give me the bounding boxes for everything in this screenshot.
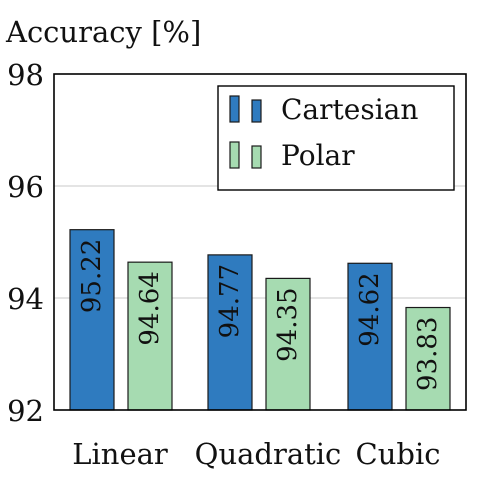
bar-polar-linear — [127, 261, 173, 411]
legend: Cartesian Polar — [217, 85, 455, 191]
y-tick-label: 94 — [7, 282, 44, 316]
legend-label: Polar — [281, 139, 355, 172]
y-tick-label: 92 — [7, 394, 44, 428]
data-label: 95.22 — [77, 239, 107, 313]
legend-swatch — [229, 141, 240, 169]
data-labels: 95.22 94.64 94.77 94.35 94.62 93.83 — [77, 239, 443, 391]
grid-lines — [54, 185, 466, 299]
data-label: 93.83 — [413, 317, 443, 391]
bar-cartesian-linear — [69, 229, 115, 411]
bar-polar-quadratic — [265, 277, 311, 411]
bar-polar-cubic — [405, 306, 451, 411]
y-tick-labels: 92 94 96 98 — [7, 58, 44, 428]
bar-cartesian-cubic — [347, 262, 393, 411]
y-axis-label: Accuracy [%] — [5, 15, 201, 49]
data-label: 94.64 — [135, 271, 165, 345]
legend-swatch — [229, 95, 240, 123]
data-label: 94.35 — [273, 287, 303, 361]
x-tick-labels: Linear Quadratic Cubic — [72, 437, 440, 471]
bars — [69, 229, 451, 411]
data-label: 94.62 — [355, 272, 385, 346]
data-label: 94.77 — [215, 264, 245, 338]
x-tick-label: Quadratic — [195, 437, 342, 471]
legend-label: Cartesian — [281, 93, 418, 126]
y-tick-label: 96 — [7, 170, 44, 204]
y-tick-label: 98 — [7, 58, 44, 92]
bar-cartesian-quadratic — [207, 254, 253, 411]
x-tick-label: Cubic — [356, 437, 441, 471]
legend-swatch — [251, 145, 262, 169]
x-tick-label: Linear — [72, 437, 168, 471]
legend-swatch — [251, 99, 262, 123]
plot-frame — [53, 73, 467, 411]
